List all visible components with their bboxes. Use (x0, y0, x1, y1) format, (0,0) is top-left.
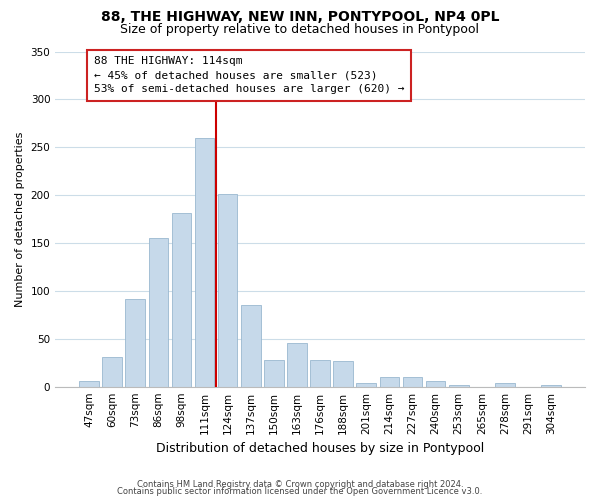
Bar (310, 360, 330, 386)
Bar (241, 306, 260, 386)
Bar (264, 360, 284, 386)
X-axis label: Distribution of detached houses by size in Pontypool: Distribution of detached houses by size … (156, 442, 484, 455)
Bar (103, 357, 122, 386)
Text: Size of property relative to detached houses in Pontypool: Size of property relative to detached ho… (121, 22, 479, 36)
Bar (218, 194, 238, 386)
Text: Contains public sector information licensed under the Open Government Licence v3: Contains public sector information licen… (118, 487, 482, 496)
Bar (334, 361, 353, 386)
Bar (426, 381, 445, 386)
Bar (195, 138, 214, 386)
Bar (495, 383, 515, 386)
Bar (356, 383, 376, 386)
Bar (125, 298, 145, 386)
Bar (541, 385, 561, 386)
Text: 88 THE HIGHWAY: 114sqm
← 45% of detached houses are smaller (523)
53% of semi-de: 88 THE HIGHWAY: 114sqm ← 45% of detached… (94, 56, 404, 94)
Bar (149, 238, 168, 386)
Bar (449, 385, 469, 386)
Bar (287, 342, 307, 386)
Bar (380, 377, 399, 386)
Bar (403, 377, 422, 386)
Y-axis label: Number of detached properties: Number of detached properties (15, 132, 25, 307)
Bar (79, 381, 99, 386)
Text: Contains HM Land Registry data © Crown copyright and database right 2024.: Contains HM Land Registry data © Crown c… (137, 480, 463, 489)
Text: 88, THE HIGHWAY, NEW INN, PONTYPOOL, NP4 0PL: 88, THE HIGHWAY, NEW INN, PONTYPOOL, NP4… (101, 10, 499, 24)
Bar (172, 214, 191, 386)
